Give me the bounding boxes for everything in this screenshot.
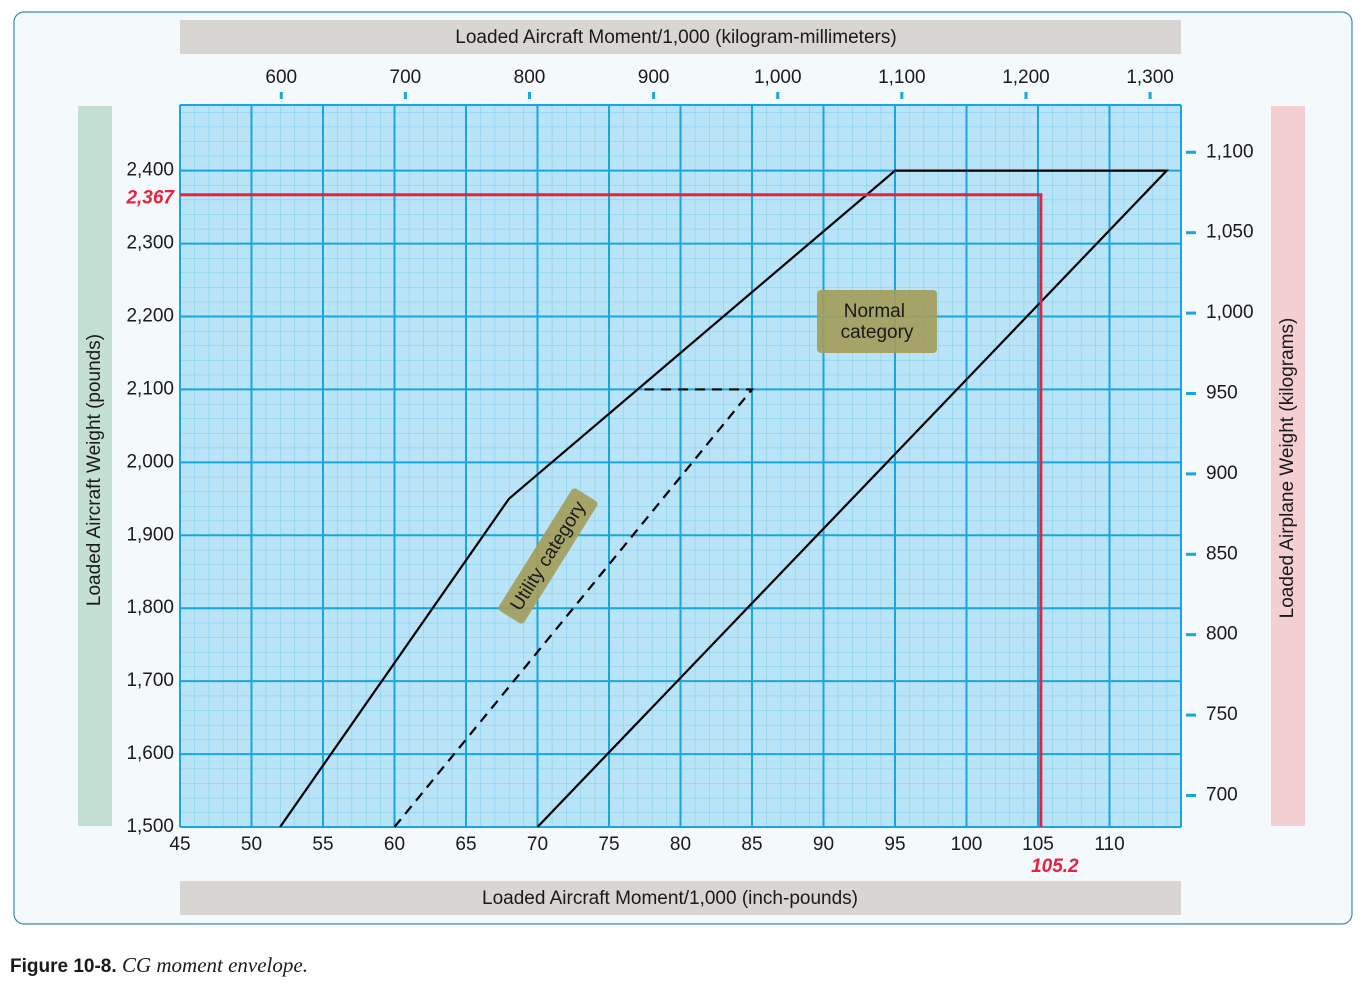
x-tick-label: 75 (598, 834, 619, 855)
x-tick-label: 100 (951, 834, 983, 855)
y-tick-label: 1,900 (126, 524, 174, 545)
y2-tick-label: 800 (1206, 624, 1238, 645)
caption-label: Figure 10-8. (10, 956, 117, 977)
x2-tick-label: 900 (638, 67, 670, 88)
x-tick-label: 70 (527, 834, 548, 855)
caption-text: CG moment envelope. (122, 953, 308, 977)
x2-tick-label: 1,100 (878, 67, 926, 88)
reference-x-label: 105.2 (1031, 856, 1079, 877)
x-tick-label: 110 (1094, 834, 1124, 855)
x-tick-label: 80 (670, 834, 691, 855)
x2-tick-label: 600 (265, 67, 297, 88)
label-box (817, 290, 937, 353)
y-tick-label: 1,800 (126, 597, 174, 618)
x2-tick-label: 800 (514, 67, 546, 88)
y2-tick-label: 1,050 (1206, 222, 1254, 243)
series-line (279, 169, 1170, 828)
y-tick-label: 1,600 (126, 743, 174, 764)
y-tick-label: 1,700 (126, 670, 174, 691)
x-tick-label: 95 (884, 834, 905, 855)
y2-axis-title: Loaded Airplane Weight (kilograms) (1277, 318, 1298, 619)
y2-tick-label: 850 (1206, 543, 1238, 564)
y-tick-label: 2,300 (126, 233, 174, 254)
y2label-bar (1271, 106, 1305, 826)
title-bar (180, 20, 1181, 54)
y-tick-label: 2,000 (126, 451, 174, 472)
x-tick-label: 60 (384, 834, 405, 855)
xlabel-bar (180, 881, 1181, 915)
plot: 45 50 55 60 65 70 75 80 85 90 95 100 105 110 1,500 1,60… (125, 67, 1253, 877)
x-tick-label: 90 (813, 834, 834, 855)
x2-tick-label: 1,300 (1126, 67, 1174, 88)
reference-line (180, 193, 1043, 827)
x-tick-label: 65 (455, 834, 476, 855)
x-tick-label: 105 (1022, 834, 1054, 855)
label-box (498, 488, 598, 624)
y2-tick-label: 750 (1206, 704, 1238, 725)
x-axis-title: Loaded Aircraft Moment/1,000 (inch-pound… (482, 888, 858, 909)
y-tick-label: 2,200 (126, 306, 174, 327)
y-axis-title: Loaded Aircraft Weight (pounds) (84, 334, 105, 606)
caption: Figure 10-8. CG moment envelope. (10, 953, 308, 977)
y2-tick-label: 950 (1206, 382, 1238, 403)
y-tick-label: 2,100 (126, 378, 174, 399)
y2-tick-label: 1,000 (1206, 302, 1254, 323)
y2-tick-label: 700 (1206, 784, 1238, 805)
x2-tick-label: 1,000 (754, 67, 802, 88)
region-label: Normal category (841, 301, 914, 343)
ylabel-bar (78, 106, 112, 826)
y2-tick-label: 1,100 (1206, 141, 1254, 162)
x-tick-label: 45 (169, 834, 190, 855)
reference-y-label: 2,367 (125, 188, 175, 209)
y2-tick-label: 900 (1206, 463, 1238, 484)
y-tick-label: 1,500 (126, 816, 174, 837)
x-tick-label: 55 (312, 834, 333, 855)
x-tick-label: 85 (741, 834, 762, 855)
x2-tick-label: 700 (390, 67, 422, 88)
y-tick-label: 2,400 (126, 160, 174, 181)
series-line (393, 388, 755, 828)
x2-tick-label: 1,200 (1002, 67, 1050, 88)
x-tick-label: 50 (241, 834, 262, 855)
chart-title: Loaded Aircraft Moment/1,000 (kilogram-m… (455, 27, 896, 48)
